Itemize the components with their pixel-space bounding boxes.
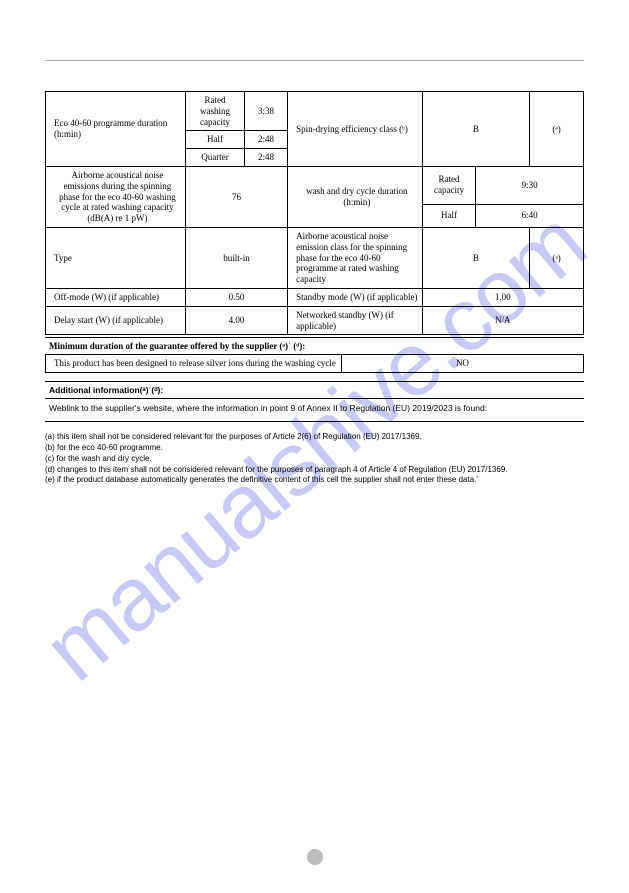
washdry-label: wash and dry cycle duration (h:min) [288, 166, 423, 227]
half-label: Half [185, 131, 244, 149]
guarantee-head-row: Minimum duration of the guarantee offere… [45, 337, 584, 355]
quarter-val: 2:48 [245, 149, 288, 167]
spin-eff-label: Spin-drying efficiency class (ᵇ) [288, 92, 423, 167]
rated-capacity-label: Rated washing capacity [185, 92, 244, 131]
footnote-a: (a) this item shall not be considered re… [45, 432, 584, 443]
acoustic-val: 76 [185, 166, 287, 227]
washdry-half-val: 6:40 [476, 204, 584, 227]
standby-val: 1.00 [422, 288, 583, 306]
eco-duration-label: Eco 40-60 programme duration (h:min) [46, 92, 186, 167]
footnote-b: (b) for the eco 40-60 programme. [45, 443, 584, 454]
page-number-circle [307, 849, 323, 865]
washdry-rated-val: 9:30 [476, 166, 584, 204]
network-val: N/A [422, 306, 583, 335]
guarantee-head: Minimum duration of the guarantee offere… [45, 338, 584, 355]
offmode-val: 0.50 [185, 288, 287, 306]
silver-row: This product has been designed to releas… [45, 355, 584, 373]
emission-class-note: (ᵃ) [530, 227, 584, 288]
footnotes: (a) this item shall not be considered re… [45, 432, 584, 486]
spec-table: Eco 40-60 programme duration (h:min) Rat… [45, 91, 584, 335]
spin-eff-val: B [422, 92, 530, 167]
type-label: Type [46, 227, 186, 288]
spin-eff-note: (ᵃ) [530, 92, 584, 167]
page-content: Eco 40-60 programme duration (h:min) Rat… [0, 0, 629, 526]
emission-class-label: Airborne acoustical noise emission class… [288, 227, 423, 288]
footnote-c: (c) for the wash and dry cycle. [45, 454, 584, 465]
acoustic-label: Airborne acoustical noise emissions duri… [46, 166, 186, 227]
silver-label: This product has been designed to releas… [46, 355, 342, 372]
rated-capacity-val: 3:38 [245, 92, 288, 131]
silver-val: NO [341, 355, 583, 372]
type-val: built-in [185, 227, 287, 288]
delay-val: 4.00 [185, 306, 287, 335]
half-val: 2:48 [245, 131, 288, 149]
additional-head: Additional information(ᵃ)ˈ(ᵈ): [45, 381, 584, 399]
top-divider [45, 60, 584, 61]
delay-label: Delay start (W) (if applicable) [46, 306, 186, 335]
additional-body: Weblink to the supplier's website, where… [45, 399, 584, 422]
emission-class-val: B [422, 227, 530, 288]
quarter-label: Quarter [185, 149, 244, 167]
washdry-rated-label: Rated capacity [422, 166, 476, 204]
washdry-half-label: Half [422, 204, 476, 227]
network-label: Networked standby (W) (if applicable) [288, 306, 423, 335]
footnote-d: (d) changes to this item shall not be co… [45, 465, 584, 476]
footnote-e: (e) if the product database automaticall… [45, 475, 584, 486]
standby-label: Standby mode (W) (if applicable) [288, 288, 423, 306]
offmode-label: Off-mode (W) (if applicable) [46, 288, 186, 306]
